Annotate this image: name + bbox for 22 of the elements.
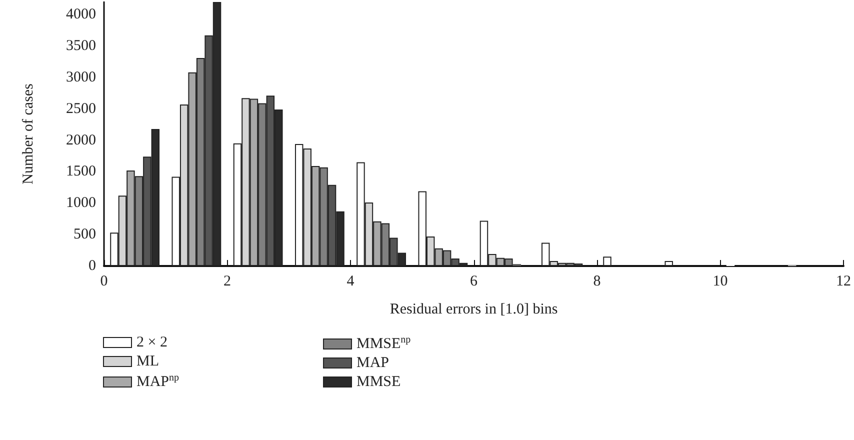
x-tick-label: 2	[224, 274, 231, 290]
y-tick-label: 4000	[66, 6, 96, 23]
y-tick-label: 0	[88, 258, 96, 274]
legend-label: MAP	[356, 355, 390, 371]
x-tick-label: 6	[470, 274, 478, 290]
x-tick-label: 12	[836, 274, 851, 290]
y-tick-label: 500	[74, 226, 96, 243]
legend-label: ML	[136, 354, 159, 370]
y-tick-label: 1500	[66, 164, 96, 180]
y-tick-label: 3500	[66, 38, 96, 54]
x-axis-title: Residual errors in [1.0] bins	[390, 302, 558, 318]
legend-label: 2 × 2	[136, 334, 168, 350]
x-tick-label: 0	[100, 274, 108, 290]
y-tick-label: 1000	[66, 195, 96, 212]
legend-label: MMSE	[356, 374, 401, 390]
y-tick-label: 2500	[66, 100, 96, 117]
x-tick-label: 10	[712, 274, 728, 290]
y-axis-title: Number of cases	[20, 83, 36, 184]
x-tick-label: 8	[593, 274, 601, 290]
y-tick-label: 2000	[66, 132, 96, 148]
x-tick-label: 4	[346, 274, 355, 290]
y-tick-label: 3000	[66, 69, 96, 86]
